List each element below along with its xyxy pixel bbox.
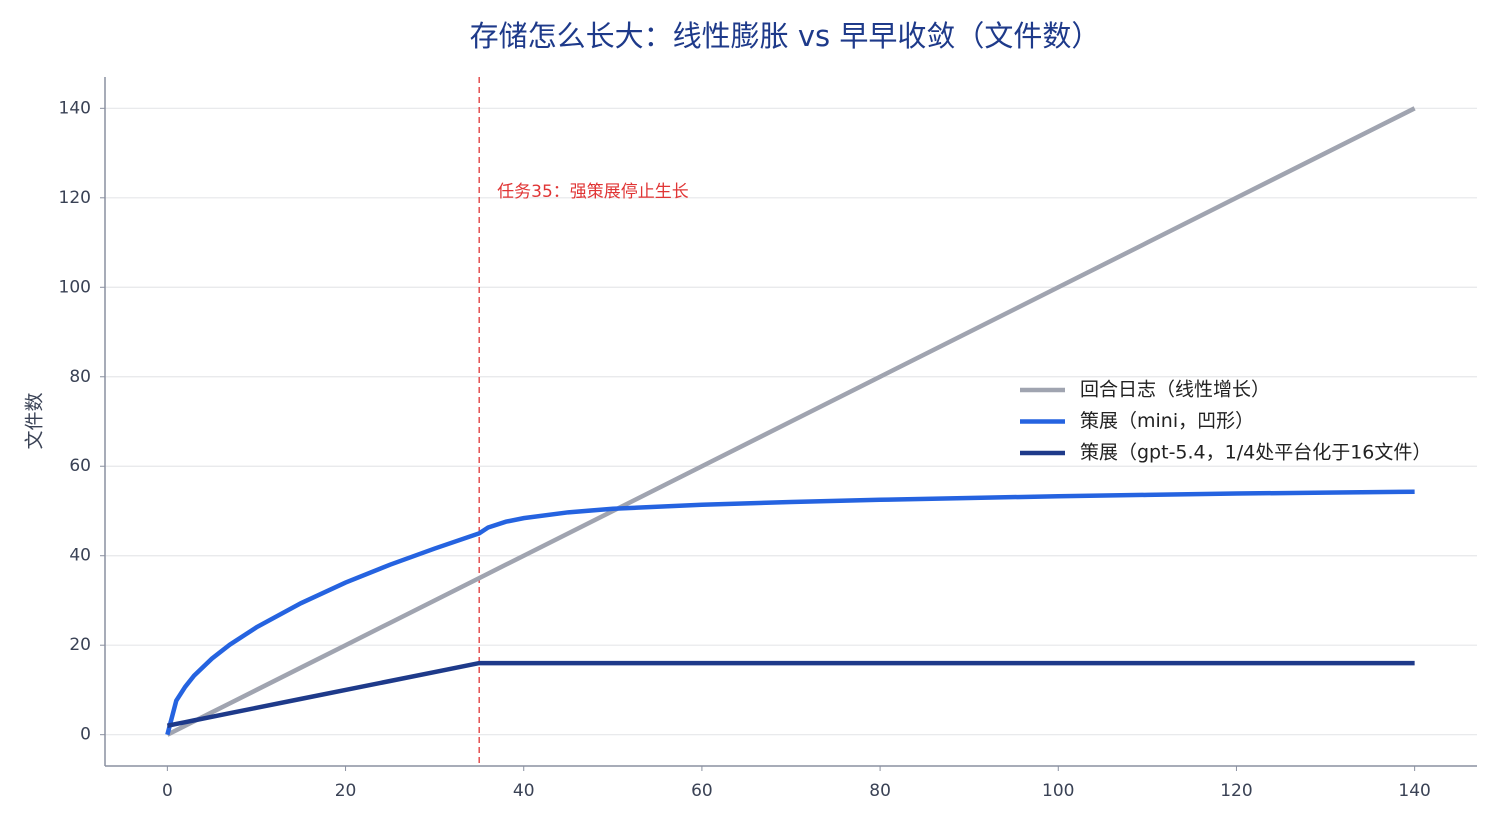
y-tick-label: 60 [69,456,91,476]
y-tick-label: 100 [59,277,91,297]
x-tick-label: 0 [162,781,173,801]
y-tick-label: 140 [59,98,91,118]
y-tick-label: 20 [69,635,91,655]
x-tick-label: 60 [691,781,713,801]
x-tick-label: 140 [1398,781,1430,801]
x-tick-label: 80 [869,781,891,801]
legend-label: 回合日志（线性增长） [1080,379,1270,401]
x-tick-label: 20 [335,781,357,801]
legend-label: 策展（gpt-5.4，1/4处平台化于16文件） [1080,442,1431,464]
y-tick-label: 80 [69,367,91,387]
x-tick-label: 40 [513,781,535,801]
x-tick-label: 100 [1042,781,1074,801]
y-tick-label: 40 [69,546,91,566]
x-tick-label: 120 [1220,781,1252,801]
y-tick-label: 0 [80,725,91,745]
annotation-text: 任务35：强策展停止生长 [497,182,689,202]
legend-label: 策展（mini，凹形） [1080,410,1254,432]
y-axis-label: 文件数 [24,392,46,449]
line-series [165,489,1415,736]
line-series [166,660,1415,728]
chart-title: 存储怎么长大：线性膨胀 vs 早早收敛（文件数） [470,19,1101,53]
line-series [166,106,1416,737]
y-tick-label: 120 [59,188,91,208]
